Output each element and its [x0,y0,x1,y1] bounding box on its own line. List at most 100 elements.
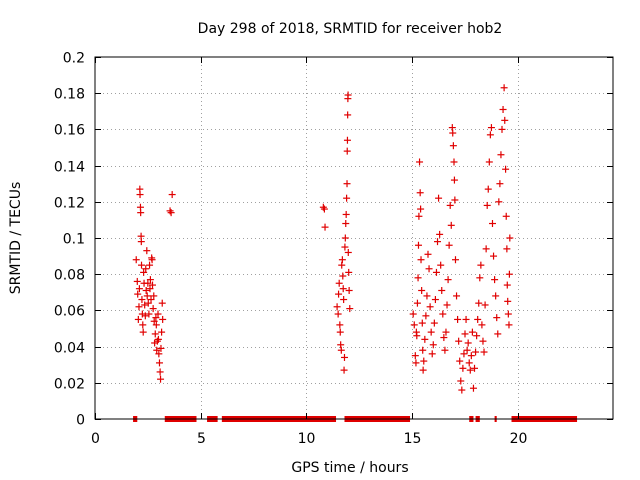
data-point [487,124,495,132]
data-point [341,234,349,242]
data-point [142,265,150,273]
data-point [335,290,343,298]
data-point [441,346,449,354]
data-point [345,286,353,294]
data-point [450,158,458,166]
data-point [418,286,426,294]
data-point [149,305,157,313]
data-point [421,335,429,343]
data-point [486,131,494,139]
data-point [460,350,468,358]
data-point [451,256,459,264]
data-point [341,243,349,251]
data-point [475,299,483,307]
data-point [150,317,158,325]
data-point [133,277,141,285]
data-point [409,310,417,318]
data-point [429,341,437,349]
data-point [469,384,477,392]
data-points [132,84,514,394]
data-point [474,315,482,323]
data-point [417,256,425,264]
y-tick-label: 0.04 [54,341,85,357]
data-point [424,250,432,258]
data-point [344,91,352,99]
data-point [454,315,462,323]
data-point [333,303,341,311]
data-point [484,185,492,193]
data-point [504,310,512,318]
data-point [151,330,159,338]
data-point [346,305,354,313]
data-point [157,375,165,383]
data-point [155,350,163,358]
data-point [478,321,486,329]
data-point [146,261,154,269]
data-point [338,261,346,269]
data-point [141,312,149,320]
data-point [428,350,436,358]
data-point [467,352,475,360]
data-point [506,234,514,242]
data-point [435,194,443,202]
data-point [410,321,418,329]
data-point [159,315,167,323]
data-point [422,312,430,320]
data-point [340,366,348,374]
data-point [488,220,496,228]
data-point [473,332,481,340]
data-point [411,352,419,360]
y-tick-label: 0.1 [63,232,85,248]
data-point [343,147,351,155]
data-point [146,285,154,293]
data-point [141,301,149,309]
data-point [456,357,464,365]
data-point [464,339,472,347]
data-point [339,285,347,293]
data-point [434,238,442,246]
data-point [447,221,455,229]
data-point [449,142,457,150]
y-tick-label: 0 [76,413,85,429]
data-point [134,315,142,323]
data-point [337,346,345,354]
data-point [168,191,176,199]
x-tick-label: 20 [510,431,528,447]
data-point [439,310,447,318]
x-axis-label: GPS time / hours [291,460,408,476]
data-point [415,212,423,220]
data-point [493,314,501,322]
data-point [449,129,457,137]
y-tick-label: 0.08 [54,268,85,284]
data-point [494,330,502,338]
data-point [458,386,466,394]
data-point [430,319,438,327]
data-point [342,210,350,218]
data-point [446,201,454,209]
chart-title: Day 298 of 2018, SRMTID for receiver hob… [198,21,503,37]
data-point [451,196,459,204]
data-point [137,209,145,217]
data-point [481,301,489,309]
data-point [338,256,346,264]
x-tick-label: 0 [91,431,100,447]
data-point [420,357,428,365]
data-point [344,111,352,119]
data-point [344,248,352,256]
data-point [144,279,152,287]
data-point [417,205,425,213]
data-point [505,321,513,329]
x-tick-label: 10 [298,431,316,447]
data-point [148,256,156,264]
data-point [132,256,140,264]
data-point [135,303,143,311]
data-point [476,274,484,282]
data-point [339,272,347,280]
data-point [152,321,160,329]
data-point [138,261,146,269]
data-point [450,176,458,184]
data-point [154,335,162,343]
data-point [343,136,351,144]
data-point [505,270,513,278]
